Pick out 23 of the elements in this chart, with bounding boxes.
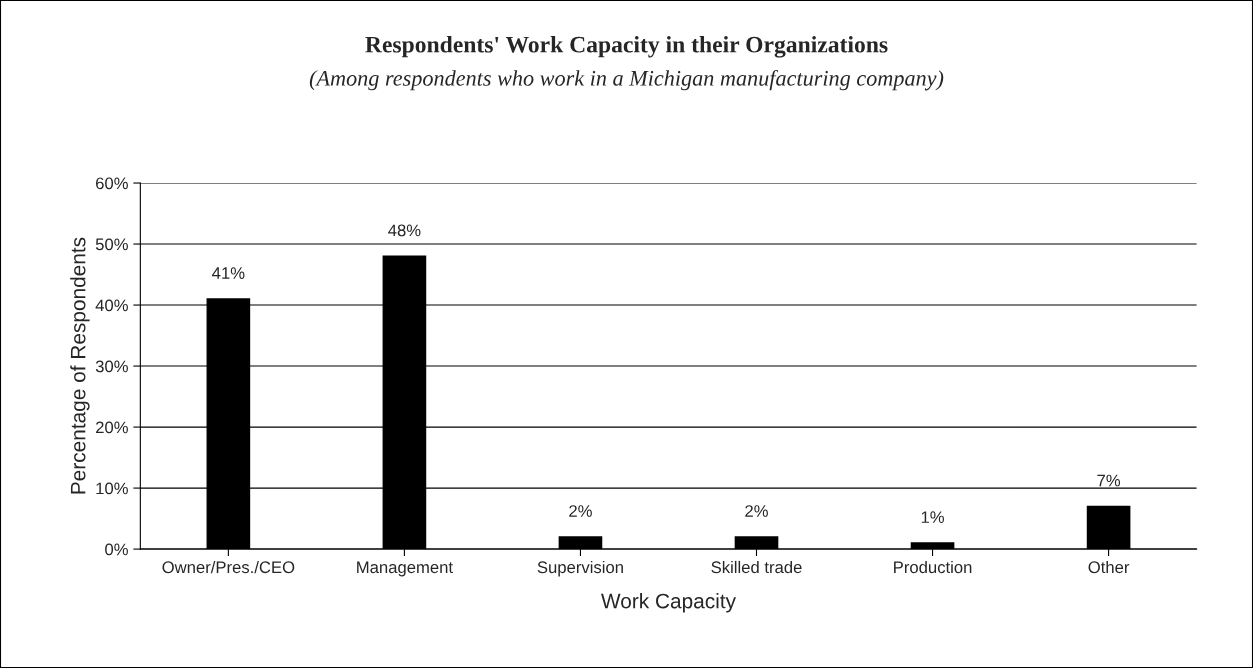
x-tick-label: Management <box>357 561 453 577</box>
y-tick-label: 0% <box>105 543 128 556</box>
y-tick-label: 10% <box>96 482 128 495</box>
y-axis-title: Percentage of Respondents <box>70 237 90 494</box>
x-axis-title: Work Capacity <box>601 593 736 613</box>
data-label: 7% <box>1097 474 1121 487</box>
x-tick-label: Production <box>894 560 972 574</box>
y-tick-label: 40% <box>95 299 128 312</box>
x-tick-label: Skilled trade <box>711 560 802 574</box>
data-label: 2% <box>569 505 592 517</box>
y-tick-label: 30% <box>95 360 128 373</box>
x-tick-label: Other <box>1088 560 1130 574</box>
y-tick-label: 60% <box>96 177 128 190</box>
chart-subtitle: (Among respondents who work in a Michigan manufacturing company) <box>309 69 944 91</box>
data-label: 41% <box>212 267 245 279</box>
data-label: 2% <box>745 505 768 517</box>
chart-title: Respondents' Work Capacity in their Organizations <box>365 35 888 58</box>
x-tick-label: Owner/Pres./CEO <box>162 560 295 574</box>
y-tick-label: 20% <box>96 421 128 434</box>
x-tick-label: Supervision <box>537 560 623 577</box>
data-label: 48% <box>388 224 421 237</box>
y-tick-label: 50% <box>95 238 128 251</box>
data-label: 1% <box>921 511 944 523</box>
